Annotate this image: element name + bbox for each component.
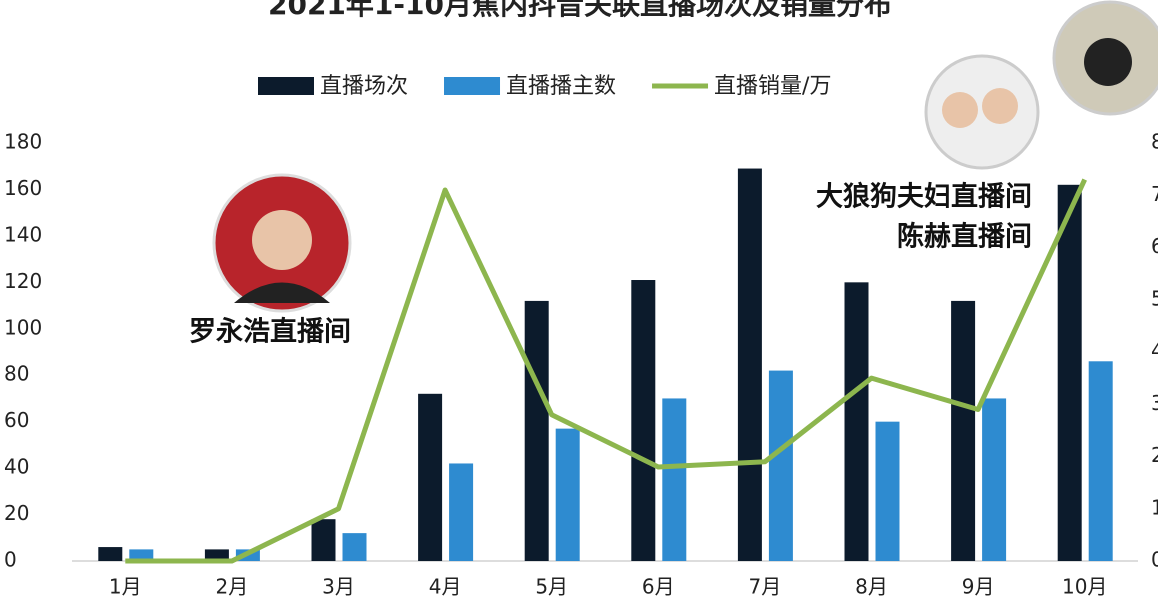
bar xyxy=(555,428,580,561)
y2-tick-label: 8 xyxy=(1151,130,1158,154)
x-tick-label: 3月 xyxy=(322,575,355,599)
legend-swatch xyxy=(444,77,501,95)
x-tick-label: 1月 xyxy=(109,575,142,599)
y2-tick-label: 6 xyxy=(1151,234,1158,258)
bar xyxy=(875,421,900,561)
annotation: 罗永浩直播间 xyxy=(189,317,351,348)
x-tick-label: 4月 xyxy=(429,575,462,599)
y-tick-label: 0 xyxy=(4,548,17,572)
y2-tick-label: 5 xyxy=(1151,286,1158,310)
y2-tick-label: 3 xyxy=(1151,391,1158,415)
bar xyxy=(631,280,656,561)
bar xyxy=(342,533,367,561)
x-tick-label: 2月 xyxy=(216,575,249,599)
bar xyxy=(982,398,1007,561)
bar xyxy=(524,300,549,561)
y2-tick-label: 4 xyxy=(1151,339,1158,363)
avatar xyxy=(924,54,1040,170)
avatar xyxy=(212,173,352,313)
y-tick-label: 120 xyxy=(4,269,42,293)
y-tick-label: 160 xyxy=(4,176,42,200)
bar xyxy=(951,300,976,561)
bar xyxy=(204,549,229,561)
bar xyxy=(1057,184,1082,562)
bar xyxy=(311,519,336,561)
annotation: 大狼狗夫妇直播间 xyxy=(816,181,1032,213)
x-tick-label: 10月 xyxy=(1062,575,1107,599)
annotation: 陈赫直播间 xyxy=(897,221,1032,253)
x-tick-label: 8月 xyxy=(855,575,888,599)
bar xyxy=(737,168,762,562)
bar xyxy=(844,282,869,561)
bar xyxy=(449,463,474,561)
legend-label: 直播场次 xyxy=(320,74,408,99)
bar xyxy=(768,370,793,561)
x-tick-label: 7月 xyxy=(749,575,782,599)
y-tick-label: 140 xyxy=(4,222,42,246)
y2-tick-label: 1 xyxy=(1151,495,1158,519)
x-tick-label: 5月 xyxy=(535,575,568,599)
bar xyxy=(418,393,443,561)
bar xyxy=(129,549,154,561)
y-tick-label: 20 xyxy=(4,501,29,525)
y2-tick-label: 7 xyxy=(1151,182,1158,206)
y-tick-label: 100 xyxy=(4,315,42,339)
x-tick-label: 6月 xyxy=(642,575,675,599)
y-tick-label: 80 xyxy=(4,362,29,386)
y-tick-label: 60 xyxy=(4,408,29,432)
avatar xyxy=(1052,0,1158,116)
legend-label: 直播销量/万 xyxy=(714,74,831,99)
chart-title: 2021年1-10月蕉内抖音关联直播场次及销量分布 xyxy=(268,0,892,21)
bar xyxy=(98,547,123,561)
line xyxy=(125,178,1087,564)
y2-tick-label: 0 xyxy=(1151,548,1158,572)
x-tick-label: 9月 xyxy=(962,575,995,599)
y2-tick-label: 2 xyxy=(1151,443,1158,467)
y-tick-label: 180 xyxy=(4,130,42,154)
legend-swatch xyxy=(258,77,314,95)
bar xyxy=(662,398,687,561)
legend-label: 直播播主数 xyxy=(506,74,616,99)
y-tick-label: 40 xyxy=(4,455,29,479)
bar xyxy=(1088,361,1113,561)
